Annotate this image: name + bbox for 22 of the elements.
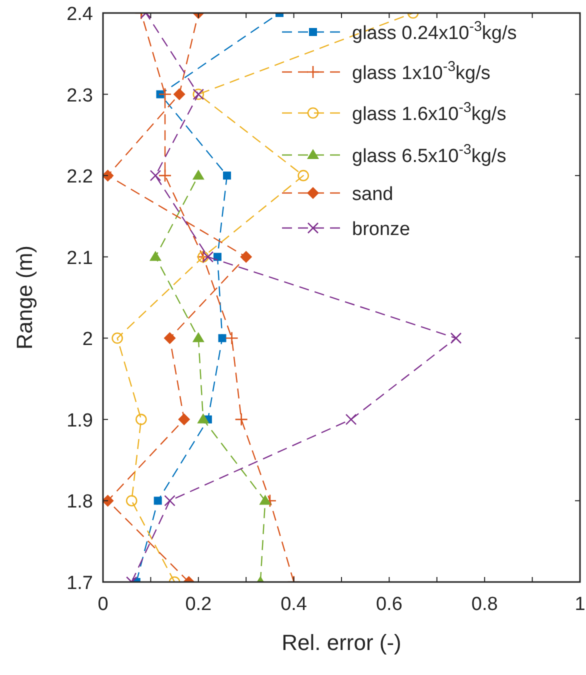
y-tick-label: 2.3 xyxy=(66,85,93,106)
x-axis-title: Rel. error (-) xyxy=(282,630,402,655)
legend-label: glass 0.24x10$^{-3}$kg/s xyxy=(352,19,517,44)
y-tick-label: 2.4 xyxy=(66,4,94,25)
y-tick-label: 2.2 xyxy=(66,166,93,188)
legend-label: sand xyxy=(352,184,394,205)
x-tick-label: 0 xyxy=(98,594,108,615)
y-tick-label: 2.1 xyxy=(66,248,93,269)
legend-label: glass 6.5x10$^{-3}$kg/s xyxy=(352,142,506,167)
y-tick-label: 1.8 xyxy=(66,492,93,513)
y-axis-title: Range (m) xyxy=(12,246,37,350)
x-tick-label: 0.2 xyxy=(185,594,212,615)
legend-label: bronze xyxy=(352,219,410,240)
x-tick-label: 1 xyxy=(574,594,586,615)
x-tick-label: 0.4 xyxy=(280,594,308,615)
x-tick-label: 0.6 xyxy=(376,594,402,615)
y-tick-label: 1.9 xyxy=(66,410,93,432)
y-tick-label: 1.7 xyxy=(66,573,93,594)
y-tick-label: 2 xyxy=(82,329,93,350)
legend-label: glass 1x10$^{-3}$kg/s xyxy=(352,59,490,84)
x-tick-label: 0.8 xyxy=(471,594,498,615)
legend-label: glass 1.6x10$^{-3}$kg/s xyxy=(352,100,506,125)
